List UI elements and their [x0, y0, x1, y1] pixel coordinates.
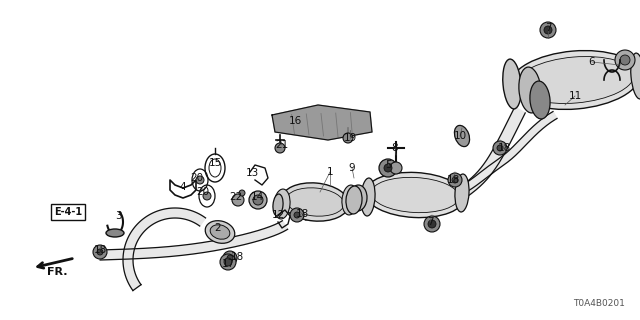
Text: 7: 7 [427, 217, 433, 227]
Circle shape [424, 216, 440, 232]
Circle shape [343, 133, 353, 143]
Circle shape [227, 255, 233, 261]
Text: 6: 6 [589, 57, 595, 67]
Text: 4: 4 [180, 182, 186, 192]
Circle shape [223, 251, 237, 265]
Ellipse shape [346, 186, 362, 214]
Ellipse shape [530, 81, 550, 119]
Text: 21: 21 [275, 140, 289, 150]
Circle shape [379, 159, 397, 177]
Text: 17: 17 [221, 259, 235, 269]
Polygon shape [305, 191, 445, 220]
Text: 19: 19 [344, 133, 356, 143]
Circle shape [203, 192, 211, 200]
Polygon shape [444, 112, 557, 200]
Circle shape [540, 22, 556, 38]
Text: T0A4B0201: T0A4B0201 [573, 299, 625, 308]
Ellipse shape [516, 57, 634, 103]
Ellipse shape [286, 188, 344, 216]
Circle shape [544, 26, 552, 34]
Ellipse shape [281, 183, 349, 221]
Text: 18: 18 [230, 252, 244, 262]
Ellipse shape [361, 178, 375, 216]
Circle shape [497, 145, 503, 151]
Circle shape [290, 208, 304, 222]
Circle shape [93, 245, 107, 259]
Ellipse shape [249, 191, 267, 209]
Ellipse shape [503, 59, 521, 109]
Text: 14: 14 [250, 192, 264, 202]
Circle shape [232, 194, 244, 206]
Ellipse shape [519, 67, 541, 113]
Circle shape [428, 220, 436, 228]
Circle shape [97, 249, 103, 255]
Circle shape [224, 258, 232, 266]
Text: 13: 13 [245, 168, 259, 178]
Ellipse shape [454, 125, 470, 147]
Polygon shape [100, 221, 287, 260]
Polygon shape [272, 105, 372, 140]
Text: 12: 12 [271, 210, 285, 220]
Ellipse shape [455, 174, 469, 212]
Ellipse shape [273, 194, 283, 216]
Circle shape [220, 254, 236, 270]
Circle shape [384, 164, 392, 172]
Text: 18: 18 [93, 245, 107, 255]
Polygon shape [123, 208, 205, 291]
Text: 22: 22 [229, 192, 243, 202]
Text: 11: 11 [568, 91, 582, 101]
Text: 9: 9 [349, 163, 355, 173]
Ellipse shape [274, 189, 290, 219]
Ellipse shape [510, 51, 640, 109]
Ellipse shape [365, 172, 465, 218]
Ellipse shape [342, 185, 358, 215]
Text: 16: 16 [289, 116, 301, 126]
Ellipse shape [349, 185, 367, 211]
Ellipse shape [205, 221, 235, 243]
Circle shape [615, 50, 635, 70]
Circle shape [452, 177, 458, 183]
Circle shape [196, 176, 204, 184]
Text: 20: 20 [191, 173, 204, 183]
Circle shape [239, 190, 245, 196]
Text: 3: 3 [115, 211, 122, 221]
Text: FR.: FR. [47, 267, 67, 277]
Text: 20: 20 [196, 187, 209, 197]
Circle shape [448, 173, 462, 187]
Ellipse shape [106, 229, 124, 237]
Text: 18: 18 [497, 143, 511, 153]
Text: 2: 2 [214, 223, 221, 233]
Text: 15: 15 [209, 158, 221, 168]
Circle shape [294, 212, 300, 218]
Ellipse shape [631, 53, 640, 99]
Text: 1: 1 [326, 167, 333, 177]
Ellipse shape [210, 225, 230, 239]
Ellipse shape [253, 195, 263, 205]
Circle shape [390, 162, 402, 174]
Text: 10: 10 [453, 131, 467, 141]
Ellipse shape [371, 177, 459, 212]
Circle shape [275, 143, 285, 153]
Text: E-4-1: E-4-1 [54, 207, 82, 217]
Text: 7: 7 [545, 23, 551, 33]
Text: 5: 5 [385, 160, 391, 170]
Polygon shape [458, 107, 525, 198]
Text: 18: 18 [296, 209, 308, 219]
Text: 18: 18 [446, 175, 460, 185]
Text: 8: 8 [392, 143, 398, 153]
Circle shape [620, 55, 630, 65]
Circle shape [493, 141, 507, 155]
